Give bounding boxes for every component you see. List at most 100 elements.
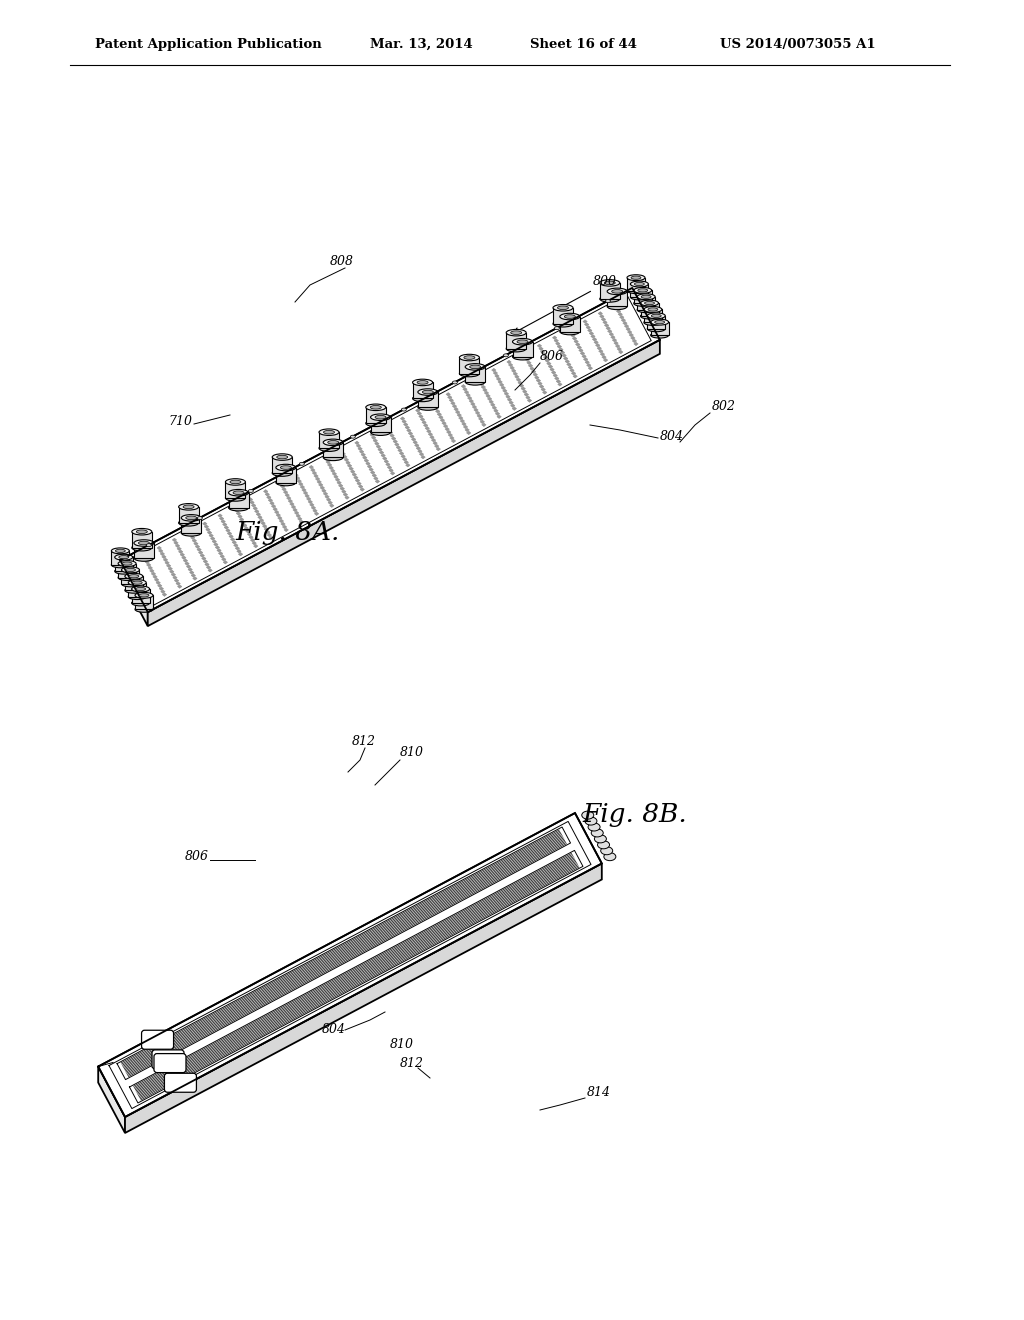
Polygon shape bbox=[513, 342, 532, 356]
Text: 808: 808 bbox=[330, 255, 354, 268]
Polygon shape bbox=[249, 536, 253, 539]
Polygon shape bbox=[237, 512, 241, 515]
Polygon shape bbox=[152, 572, 156, 576]
Polygon shape bbox=[272, 457, 292, 473]
Polygon shape bbox=[160, 552, 165, 556]
Polygon shape bbox=[547, 362, 551, 366]
Polygon shape bbox=[311, 506, 315, 510]
Ellipse shape bbox=[648, 308, 657, 312]
Ellipse shape bbox=[118, 561, 136, 566]
Polygon shape bbox=[176, 582, 180, 585]
Polygon shape bbox=[523, 355, 528, 359]
Ellipse shape bbox=[183, 506, 195, 508]
Polygon shape bbox=[122, 570, 139, 583]
Polygon shape bbox=[174, 579, 179, 582]
Polygon shape bbox=[265, 492, 269, 496]
Ellipse shape bbox=[607, 304, 627, 310]
Polygon shape bbox=[562, 354, 566, 358]
Polygon shape bbox=[233, 506, 238, 510]
Polygon shape bbox=[181, 517, 202, 533]
Polygon shape bbox=[359, 450, 364, 454]
Polygon shape bbox=[303, 491, 308, 495]
Ellipse shape bbox=[122, 581, 139, 587]
Polygon shape bbox=[173, 576, 177, 579]
Polygon shape bbox=[597, 346, 601, 350]
Polygon shape bbox=[112, 550, 129, 565]
Polygon shape bbox=[218, 513, 222, 517]
Polygon shape bbox=[416, 446, 421, 450]
Polygon shape bbox=[181, 556, 186, 560]
Polygon shape bbox=[287, 496, 291, 500]
Ellipse shape bbox=[125, 587, 143, 593]
Polygon shape bbox=[157, 546, 162, 549]
Text: 810: 810 bbox=[400, 746, 424, 759]
Polygon shape bbox=[556, 380, 560, 383]
Polygon shape bbox=[437, 413, 441, 416]
Ellipse shape bbox=[638, 289, 648, 292]
Polygon shape bbox=[196, 545, 200, 548]
Polygon shape bbox=[161, 590, 165, 594]
Polygon shape bbox=[494, 409, 498, 413]
Polygon shape bbox=[218, 552, 223, 556]
Ellipse shape bbox=[225, 495, 246, 502]
Polygon shape bbox=[467, 432, 471, 434]
Ellipse shape bbox=[233, 491, 244, 495]
Polygon shape bbox=[500, 383, 504, 387]
Polygon shape bbox=[518, 381, 522, 384]
Polygon shape bbox=[401, 454, 406, 458]
Polygon shape bbox=[419, 414, 423, 418]
Polygon shape bbox=[189, 533, 194, 536]
Polygon shape bbox=[312, 471, 316, 475]
Polygon shape bbox=[349, 467, 353, 470]
Polygon shape bbox=[622, 318, 626, 322]
Polygon shape bbox=[177, 585, 182, 589]
Polygon shape bbox=[584, 358, 588, 362]
Polygon shape bbox=[168, 568, 172, 570]
Ellipse shape bbox=[371, 405, 381, 409]
Polygon shape bbox=[246, 529, 250, 533]
Ellipse shape bbox=[413, 395, 432, 401]
Polygon shape bbox=[559, 348, 563, 351]
Polygon shape bbox=[531, 370, 536, 374]
Polygon shape bbox=[614, 306, 620, 310]
Polygon shape bbox=[566, 363, 571, 366]
Polygon shape bbox=[647, 315, 666, 329]
Ellipse shape bbox=[605, 300, 610, 302]
Ellipse shape bbox=[651, 314, 662, 317]
Polygon shape bbox=[394, 442, 399, 446]
Polygon shape bbox=[150, 569, 154, 573]
Polygon shape bbox=[300, 486, 304, 488]
Polygon shape bbox=[187, 531, 191, 533]
Text: 806: 806 bbox=[540, 350, 564, 363]
Text: 806: 806 bbox=[185, 850, 209, 863]
Ellipse shape bbox=[181, 529, 202, 536]
Polygon shape bbox=[203, 560, 208, 564]
Polygon shape bbox=[410, 434, 415, 438]
Polygon shape bbox=[554, 339, 558, 342]
Polygon shape bbox=[387, 428, 391, 432]
Polygon shape bbox=[241, 520, 246, 524]
Polygon shape bbox=[550, 368, 554, 371]
Polygon shape bbox=[236, 546, 240, 550]
Ellipse shape bbox=[641, 296, 651, 298]
Ellipse shape bbox=[560, 329, 580, 335]
Ellipse shape bbox=[276, 455, 288, 459]
Polygon shape bbox=[251, 539, 255, 543]
Polygon shape bbox=[220, 554, 224, 558]
Text: Fig. 8A.: Fig. 8A. bbox=[234, 520, 339, 545]
Polygon shape bbox=[263, 490, 268, 494]
Polygon shape bbox=[324, 492, 328, 495]
Polygon shape bbox=[498, 380, 503, 384]
Polygon shape bbox=[555, 376, 559, 380]
Polygon shape bbox=[293, 508, 297, 512]
Polygon shape bbox=[340, 449, 344, 453]
Ellipse shape bbox=[178, 520, 199, 527]
Polygon shape bbox=[269, 502, 274, 506]
Polygon shape bbox=[167, 564, 171, 568]
Ellipse shape bbox=[132, 586, 150, 591]
Polygon shape bbox=[556, 342, 560, 346]
Polygon shape bbox=[553, 337, 557, 339]
Polygon shape bbox=[481, 385, 485, 389]
Polygon shape bbox=[205, 562, 209, 566]
Ellipse shape bbox=[366, 404, 386, 411]
